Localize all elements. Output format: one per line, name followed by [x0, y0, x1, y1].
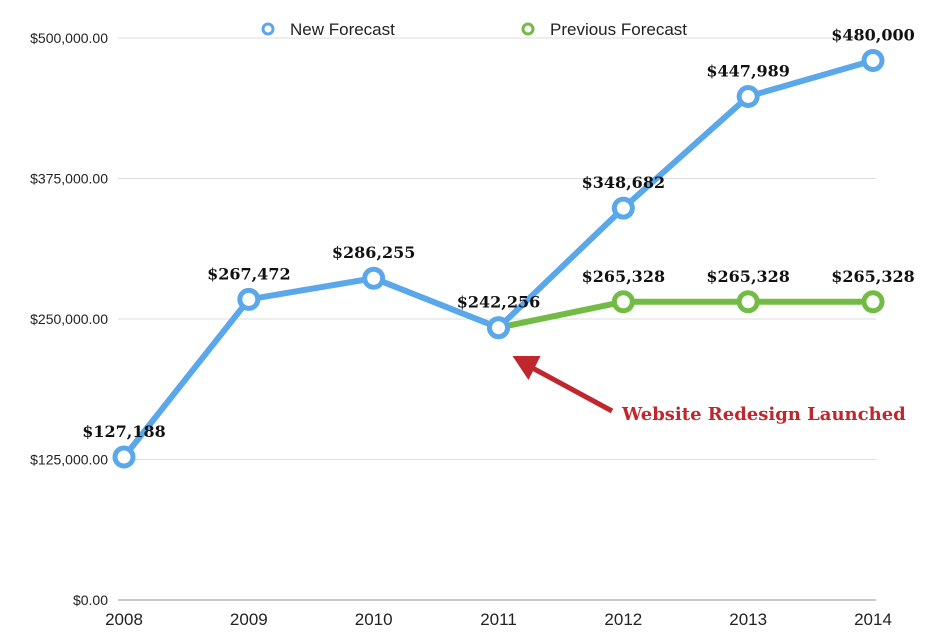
data-label: $265,328 — [706, 267, 790, 286]
x-axis: 2008 2009 2010 2011 2012 2013 2014 — [105, 610, 892, 629]
x-tick-label: 2010 — [355, 610, 393, 629]
data-label: $348,682 — [582, 173, 666, 192]
y-tick-label: $0.00 — [73, 592, 108, 608]
legend-label: New Forecast — [290, 20, 395, 39]
legend-marker — [521, 22, 535, 36]
series-line — [495, 298, 876, 331]
data-label: $267,472 — [207, 264, 291, 283]
y-tick-label: $250,000.00 — [30, 311, 108, 327]
y-axis: $0.00 $125,000.00 $250,000.00 $375,000.00 $5… — [30, 30, 108, 608]
x-tick-label: 2012 — [604, 610, 642, 629]
data-point — [861, 48, 885, 72]
data-label: $265,328 — [831, 267, 915, 286]
annotation-arrow-shaft — [531, 365, 614, 414]
series-group — [112, 48, 885, 469]
series-line — [121, 57, 876, 461]
legend-marker — [261, 22, 275, 36]
y-tick-label: $125,000.00 — [30, 452, 108, 468]
data-point — [112, 445, 136, 469]
data-point — [611, 290, 635, 314]
y-tick-label: $375,000.00 — [30, 171, 108, 187]
data-point — [362, 266, 386, 290]
legend: New Forecast Previous Forecast — [261, 20, 687, 39]
x-tick-label: 2009 — [230, 610, 268, 629]
data-point — [736, 290, 760, 314]
data-point — [487, 316, 510, 340]
x-tick-label: 2014 — [854, 610, 892, 629]
annotation-text: Website Redesign Launched — [621, 404, 906, 425]
x-tick-label: 2011 — [480, 610, 517, 629]
data-label: $480,000 — [831, 25, 915, 44]
data-point — [237, 287, 261, 311]
legend-label: Previous Forecast — [550, 20, 687, 39]
data-label: $127,188 — [82, 422, 166, 441]
data-label: $265,328 — [582, 267, 666, 286]
annotation: Website Redesign Launched — [512, 356, 906, 425]
data-label: $242,256 — [457, 293, 541, 312]
annotation-arrow-head — [512, 356, 541, 380]
y-tick-label: $500,000.00 — [30, 30, 108, 46]
data-point — [736, 84, 760, 108]
x-tick-label: 2008 — [105, 610, 143, 629]
data-labels: $127,188 $267,472 $286,255 $242,256 $348,682… — [82, 25, 915, 441]
x-tick-label: 2013 — [729, 610, 767, 629]
data-point — [861, 290, 885, 314]
data-label: $447,989 — [706, 61, 790, 80]
data-point — [611, 196, 635, 220]
data-label: $286,255 — [332, 243, 416, 262]
